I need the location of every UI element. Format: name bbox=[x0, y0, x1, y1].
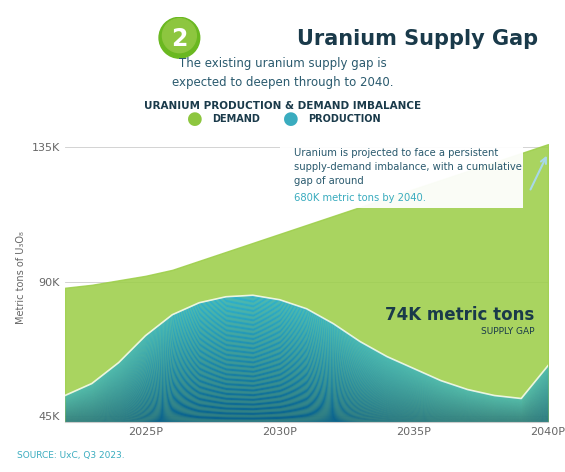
Text: SOURCE: UxC, Q3 2023.: SOURCE: UxC, Q3 2023. bbox=[17, 451, 124, 460]
FancyBboxPatch shape bbox=[268, 131, 534, 211]
Y-axis label: Metric tons of U₃O₈: Metric tons of U₃O₈ bbox=[16, 231, 27, 324]
Text: ●: ● bbox=[187, 110, 203, 128]
Text: Uranium is projected to face a persistent
supply-demand imbalance, with a cumula: Uranium is projected to face a persisten… bbox=[294, 148, 522, 185]
Text: DEMAND: DEMAND bbox=[212, 114, 260, 124]
Text: 2: 2 bbox=[171, 26, 188, 51]
Text: PRODUCTION: PRODUCTION bbox=[308, 114, 381, 124]
Circle shape bbox=[163, 19, 197, 52]
Text: 680K metric tons by 2040.: 680K metric tons by 2040. bbox=[294, 193, 426, 203]
Text: URANIUM PRODUCTION & DEMAND IMBALANCE: URANIUM PRODUCTION & DEMAND IMBALANCE bbox=[144, 101, 421, 111]
Text: Uranium Supply Gap: Uranium Supply Gap bbox=[297, 29, 538, 49]
Text: SUPPLY GAP: SUPPLY GAP bbox=[481, 327, 534, 336]
Circle shape bbox=[159, 17, 200, 58]
Text: ●: ● bbox=[283, 110, 299, 128]
Text: The existing uranium supply gap is
expected to deepen through to 2040.: The existing uranium supply gap is expec… bbox=[172, 57, 393, 89]
Text: 74K metric tons: 74K metric tons bbox=[385, 306, 534, 324]
